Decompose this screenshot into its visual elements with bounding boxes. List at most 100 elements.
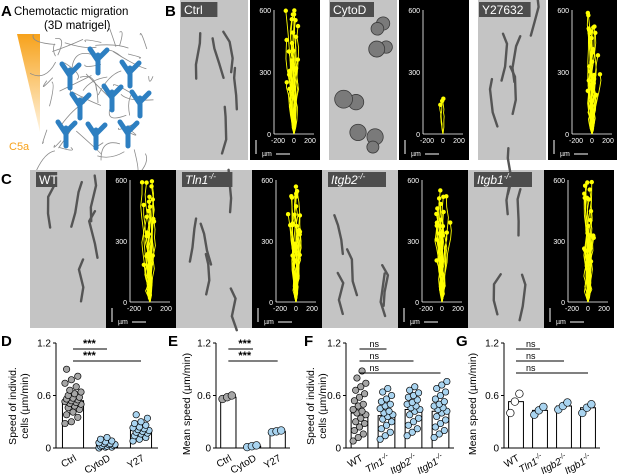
data-point [63, 411, 71, 419]
cell-body [85, 121, 108, 151]
bar [220, 396, 237, 449]
track-endpoint [293, 204, 299, 209]
cell-silhouette [334, 89, 353, 109]
data-point [63, 365, 71, 373]
track-endpoint [588, 29, 594, 34]
track-x-tick-label: 200 [160, 306, 172, 313]
label-box [36, 172, 58, 187]
data-point [67, 418, 75, 426]
track-x-tick-label: 0 [294, 306, 298, 313]
data-point [415, 414, 423, 422]
data-point [515, 389, 524, 398]
matrigel-fiber [42, 129, 48, 144]
x-tick-label: Y27 [262, 453, 283, 472]
data-point [384, 384, 392, 393]
track-endpoint [141, 202, 146, 208]
track-endpoint [591, 76, 597, 82]
data-point [349, 405, 357, 414]
data-point [357, 414, 365, 422]
panel-b-condition-label: Y27632 [479, 2, 531, 17]
micrograph-2 [478, 0, 546, 160]
cell-body [101, 83, 124, 113]
data-point [108, 437, 116, 445]
track-y-tick-label: 600 [557, 8, 569, 15]
track-endpoint [294, 191, 299, 196]
cell-silhouette [345, 248, 359, 297]
x-tick-label: Itgb1-/- [415, 452, 447, 476]
data-point [379, 388, 387, 396]
panel-a: A Chemotactic migration (3D matrigel) C5… [1, 3, 154, 177]
y-tick-label: 0.6 [37, 391, 51, 402]
track-endpoint [146, 208, 151, 214]
track-x-tick-label: 0 [148, 306, 152, 313]
cell-track [293, 246, 298, 303]
track-plot-background [252, 170, 322, 328]
significance-label: *** [83, 350, 97, 362]
data-point [442, 416, 450, 424]
chart-d: D Speed of individ. cells (µm/min) 0 0.6 1… [1, 333, 158, 476]
matrigel-fiber [49, 81, 54, 107]
track-x-tick-label: 200 [452, 306, 464, 313]
cell-track [439, 261, 444, 303]
data-point [442, 388, 450, 396]
track-x-tick-label: 0 [590, 138, 594, 145]
y-tick-label: 0 [205, 444, 211, 455]
data-point [404, 421, 412, 429]
cell-track [293, 26, 300, 135]
panel-f-letter: F [304, 333, 313, 350]
track-y-tick-label: 300 [553, 239, 565, 246]
track-x-tick-label: -200 [419, 306, 433, 313]
data-point [388, 418, 396, 426]
track-y-tick-label: 600 [408, 8, 420, 15]
cell-silhouette [204, 252, 211, 296]
chart-f-ylabel-line1: Speed of individ. [305, 367, 317, 445]
cell-silhouette [194, 32, 202, 80]
condition-label: Ctrl [184, 3, 203, 17]
track-endpoint [591, 235, 596, 241]
matrigel-fiber [36, 150, 56, 171]
track-y-tick-label: 300 [261, 239, 273, 246]
data-point [386, 428, 394, 436]
cell-track [141, 216, 151, 303]
x-tick-superscript: -/- [558, 452, 568, 462]
track-plot-background [399, 0, 469, 160]
data-point [97, 435, 105, 443]
track-endpoint [587, 243, 592, 249]
x-tick-label: Itgb2-/- [388, 452, 420, 476]
track-y-tick-label: 0 [269, 300, 273, 307]
cell-silhouette [529, 0, 540, 37]
cell-body [129, 89, 152, 119]
track-endpoint [440, 223, 446, 229]
data-point [361, 390, 369, 398]
data-point [403, 432, 411, 440]
x-tick-superscript: -/- [434, 452, 444, 462]
data-point [409, 418, 418, 426]
data-point [359, 400, 367, 408]
cell-silhouette [46, 185, 55, 229]
cell-silhouette [492, 273, 502, 316]
track-y-tick-label: 600 [553, 178, 565, 185]
panel-c-condition-label: Itgb1-/- [474, 172, 532, 187]
track-endpoint [150, 197, 155, 202]
micrograph-background [176, 170, 252, 328]
y-tick-label: 1.2 [485, 339, 499, 350]
track-y-tick-label: 300 [557, 70, 569, 77]
track-endpoint [581, 246, 587, 251]
matrigel-fiber [97, 70, 122, 96]
track-unit-label: µm [264, 319, 274, 326]
track-x-tick-label: 200 [306, 306, 318, 313]
data-point [381, 432, 389, 440]
y-tick-label: 0.6 [197, 391, 211, 402]
data-point [563, 398, 572, 407]
track-endpoint [587, 233, 592, 238]
track-endpoint [147, 194, 152, 200]
cell-silhouette [333, 214, 345, 256]
track-x-tick-label: 200 [602, 138, 614, 145]
panel-g-letter: G [456, 333, 468, 350]
matrigel-fiber [95, 44, 129, 49]
track-unit-label: µm [411, 151, 421, 158]
neutrophil-cells [55, 46, 152, 151]
